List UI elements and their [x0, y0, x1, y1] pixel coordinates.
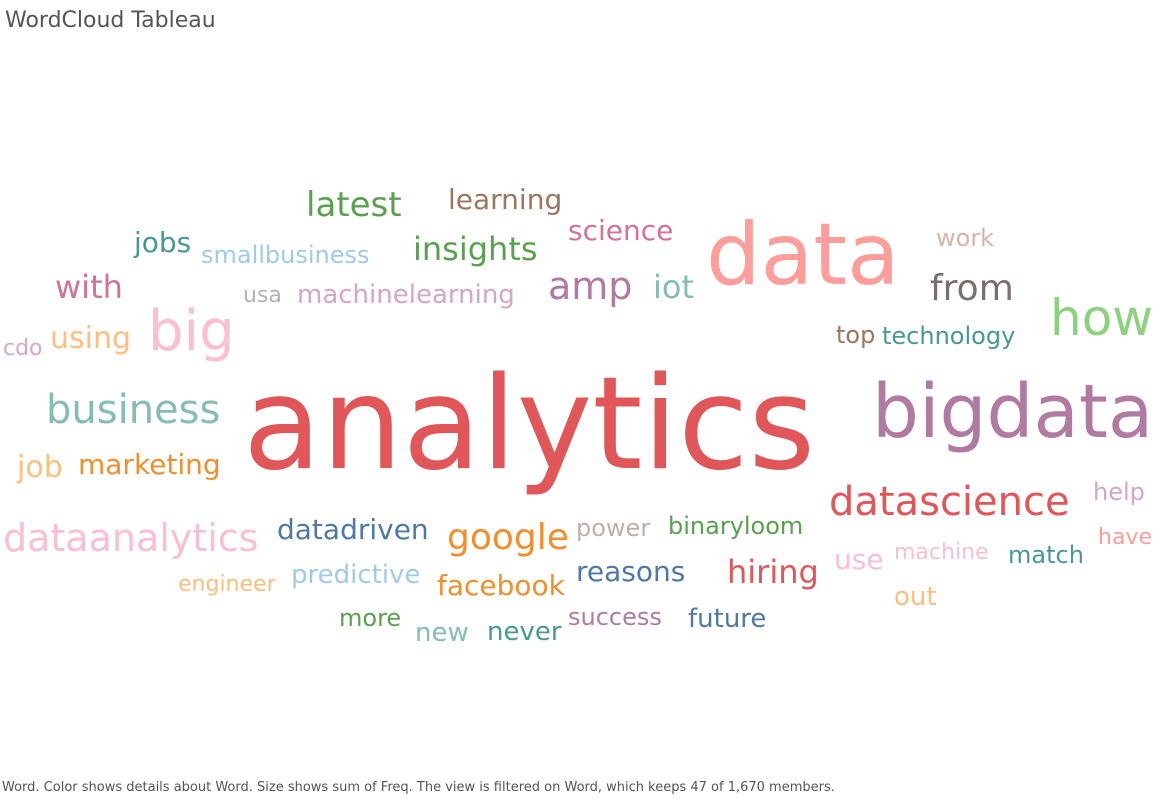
word-usa: usa — [243, 283, 282, 308]
word-datadriven: datadriven — [277, 513, 429, 546]
word-how: how — [1050, 289, 1154, 347]
word-insights: insights — [413, 230, 538, 268]
chart-caption: Word. Color shows details about Word. Si… — [2, 780, 835, 795]
word-data: data — [706, 205, 900, 305]
word-with: with — [55, 268, 123, 306]
word-machinelearning: machinelearning — [297, 280, 515, 310]
word-dataanalytics: dataanalytics — [3, 516, 259, 560]
word-reasons: reasons — [576, 555, 686, 588]
word-cdo: cdo — [3, 336, 43, 361]
word-more: more — [339, 604, 402, 632]
word-science: science — [568, 214, 674, 247]
word-machine: machine — [894, 540, 989, 565]
word-power: power — [576, 514, 651, 542]
word-binaryloom: binaryloom — [668, 512, 804, 540]
word-hiring: hiring — [727, 553, 819, 591]
word-new: new — [415, 618, 469, 648]
word-google: google — [447, 517, 569, 558]
word-match: match — [1008, 541, 1084, 569]
word-success: success — [568, 603, 662, 631]
word-top: top — [836, 321, 876, 349]
word-big: big — [148, 299, 235, 364]
chart-title: WordCloud Tableau — [5, 8, 216, 33]
word-facebook: facebook — [437, 569, 565, 602]
word-job: job — [17, 450, 63, 485]
word-work: work — [936, 224, 995, 252]
word-using: using — [50, 321, 132, 356]
word-smallbusiness: smallbusiness — [201, 241, 370, 269]
word-technology: technology — [882, 322, 1016, 350]
word-bigdata: bigdata — [872, 369, 1154, 455]
word-iot: iot — [653, 268, 695, 306]
word-future: future — [688, 604, 767, 634]
word-learning: learning — [448, 183, 563, 216]
word-engineer: engineer — [178, 572, 276, 597]
word-marketing: marketing — [78, 448, 221, 481]
word-use: use — [834, 543, 884, 576]
word-amp: amp — [548, 264, 633, 308]
word-business: business — [46, 387, 221, 433]
word-have: have — [1098, 525, 1152, 550]
word-help: help — [1093, 478, 1145, 506]
word-out: out — [894, 582, 937, 612]
word-analytics: analytics — [243, 350, 816, 499]
word-latest: latest — [306, 185, 402, 225]
word-from: from — [930, 268, 1014, 309]
word-predictive: predictive — [291, 560, 421, 590]
word-jobs: jobs — [134, 226, 192, 259]
word-never: never — [487, 617, 562, 647]
word-datascience: datascience — [829, 479, 1070, 525]
